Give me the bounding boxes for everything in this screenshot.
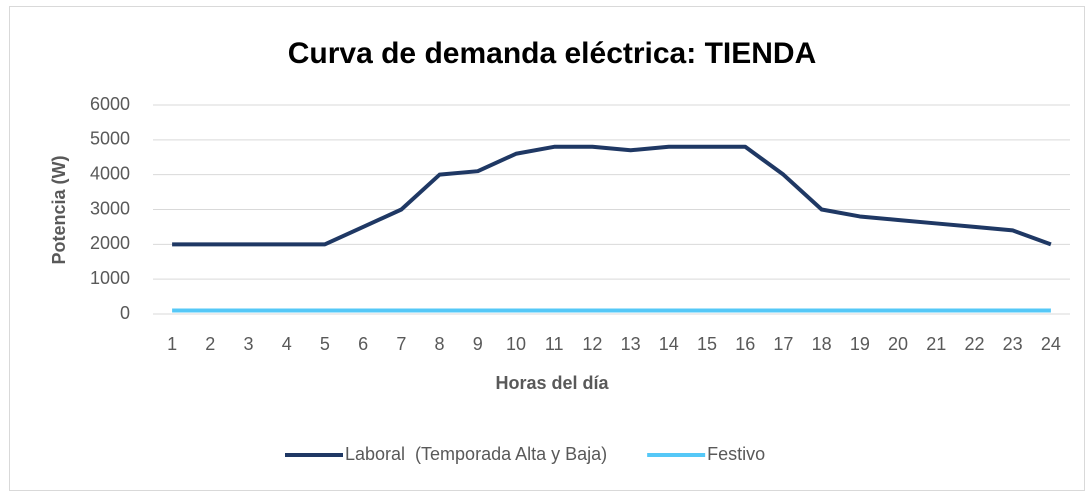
chart-title: Curva de demanda eléctrica: TIENDA	[288, 37, 817, 70]
x-tick-label: 12	[582, 334, 602, 354]
y-axis-label: Potencia (W)	[49, 155, 69, 264]
legend-label: Laboral (Temporada Alta y Baja)	[345, 444, 607, 464]
x-tick-label: 17	[773, 334, 793, 354]
x-tick-label: 15	[697, 334, 717, 354]
x-tick-label: 7	[396, 334, 406, 354]
x-tick-label: 10	[506, 334, 526, 354]
x-tick-label: 13	[621, 334, 641, 354]
y-tick-label: 6000	[90, 94, 130, 114]
x-tick-label: 1	[167, 334, 177, 354]
y-tick-label: 3000	[90, 198, 130, 218]
data-line	[172, 144, 1052, 247]
x-tick-label: 4	[282, 334, 292, 354]
x-tick-label: 22	[964, 334, 984, 354]
x-tick-label: 19	[850, 334, 870, 354]
legend-label: Festivo	[707, 444, 765, 464]
x-tick-label: 11	[545, 334, 564, 354]
x-tick-label: 8	[435, 334, 445, 354]
x-tick-label: 5	[320, 334, 330, 354]
x-tick-label: 14	[659, 334, 679, 354]
x-tick-label: 23	[1003, 334, 1023, 354]
y-tick-label: 5000	[90, 129, 130, 149]
x-tick-label: 24	[1041, 334, 1061, 354]
y-tick-label: 1000	[90, 268, 130, 288]
x-tick-label: 21	[926, 334, 946, 354]
y-tick-label: 0	[120, 303, 130, 323]
chart-border	[9, 6, 1085, 491]
x-tick-label: 2	[205, 334, 215, 354]
y-tick-label: 2000	[90, 233, 130, 253]
x-axis-label: Horas del día	[495, 373, 609, 393]
x-tick-label: 3	[244, 334, 254, 354]
x-tick-label: 9	[473, 334, 483, 354]
x-tick-label: 6	[358, 334, 368, 354]
x-tick-label: 20	[888, 334, 908, 354]
x-tick-label: 18	[812, 334, 832, 354]
x-tick-label: 16	[735, 334, 755, 354]
y-tick-label: 4000	[90, 163, 130, 183]
